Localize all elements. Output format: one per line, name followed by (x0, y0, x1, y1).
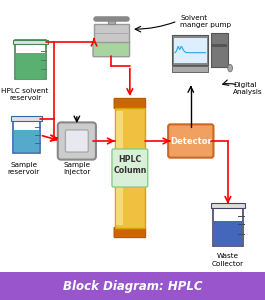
Bar (16, 53, 45, 79)
FancyBboxPatch shape (13, 117, 40, 153)
FancyBboxPatch shape (114, 227, 146, 238)
Bar (214, 221, 242, 245)
Text: HPLC
Column: HPLC Column (113, 155, 147, 175)
Text: Sample
reservoir: Sample reservoir (8, 162, 40, 175)
Bar (13, 40, 48, 44)
Text: Waste
Collector: Waste Collector (212, 254, 244, 266)
Bar (114, 108, 145, 228)
Ellipse shape (228, 64, 232, 72)
Bar (11, 116, 42, 121)
FancyBboxPatch shape (15, 40, 46, 80)
Text: Solvent
manger pump: Solvent manger pump (180, 14, 231, 28)
FancyBboxPatch shape (112, 149, 148, 187)
Bar (108, 19, 115, 24)
Bar (172, 66, 208, 72)
FancyBboxPatch shape (114, 98, 146, 109)
Text: Block Diagram: HPLC: Block Diagram: HPLC (63, 280, 202, 293)
Text: Sample
Injector: Sample Injector (63, 162, 91, 175)
Text: Digital
Analysis: Digital Analysis (233, 82, 263, 95)
FancyBboxPatch shape (168, 124, 213, 158)
Bar (174, 38, 206, 63)
Bar (210, 33, 228, 67)
FancyBboxPatch shape (94, 25, 129, 42)
Bar (116, 111, 123, 225)
FancyBboxPatch shape (65, 130, 88, 152)
FancyBboxPatch shape (0, 272, 265, 300)
Bar (172, 34, 208, 65)
FancyBboxPatch shape (58, 122, 96, 160)
FancyBboxPatch shape (93, 40, 130, 57)
Bar (14, 130, 39, 152)
Text: Detector: Detector (170, 136, 212, 146)
Text: HPLC solvent
reservoir: HPLC solvent reservoir (2, 88, 49, 101)
Bar (210, 203, 245, 208)
Bar (212, 44, 227, 46)
FancyBboxPatch shape (213, 204, 243, 246)
